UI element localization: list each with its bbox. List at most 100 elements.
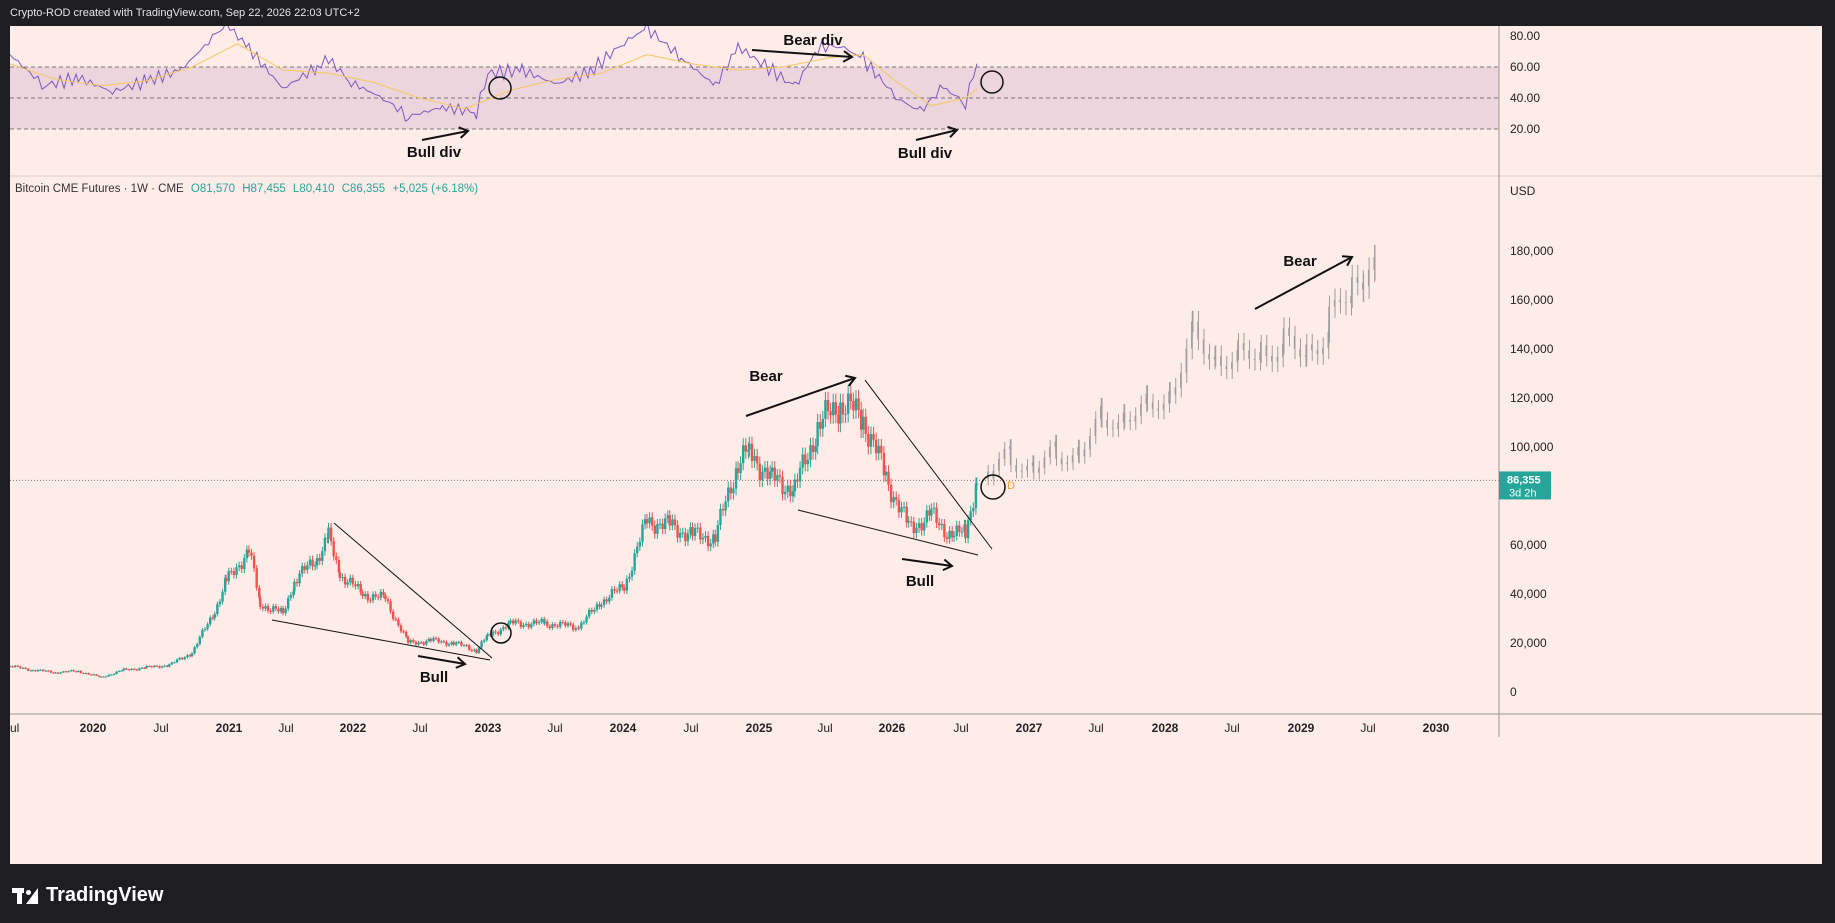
candle (203, 628, 207, 630)
candle (724, 501, 727, 511)
candle (422, 642, 425, 645)
candle (127, 669, 131, 671)
candle (559, 621, 562, 627)
brand-name: TradingView (46, 884, 164, 906)
price-axis[interactable]: 180,000 160,000 140,000 120,000 100,000 60,00… (1510, 244, 1554, 699)
candle (786, 485, 789, 492)
rsi-axis[interactable]: 80.00 60.00 40.00 20.00 (1510, 29, 1540, 136)
price-annotation-label: Bear (1283, 253, 1317, 270)
candle (190, 653, 194, 657)
projection-bar (1339, 299, 1341, 303)
annotation-arrow (417, 655, 466, 665)
projection-bar (1020, 470, 1023, 472)
candle (763, 467, 767, 472)
candle (105, 676, 108, 678)
candle (829, 411, 832, 416)
candle (406, 636, 410, 643)
rsi-circle-2023 (488, 76, 512, 100)
candle (29, 670, 32, 672)
candle (721, 508, 725, 511)
candle (440, 641, 443, 643)
projection-bar (1060, 458, 1063, 465)
candle (147, 666, 151, 668)
candle (150, 666, 153, 668)
candle (826, 399, 830, 412)
candle (356, 583, 360, 587)
candle (783, 491, 787, 495)
rsi-tick-label: 40.00 (1510, 91, 1540, 105)
candle (72, 670, 75, 672)
candle (168, 664, 171, 667)
candle (354, 584, 357, 587)
candle (213, 614, 216, 619)
price-tick-label: 140,000 (1510, 342, 1554, 356)
candle (62, 671, 65, 673)
dividend-flag: D (1007, 480, 1015, 492)
candle (442, 641, 446, 643)
candle (323, 537, 327, 552)
candle (183, 657, 187, 660)
candle (298, 573, 301, 584)
candle (952, 535, 956, 538)
candle (491, 631, 495, 636)
candle (261, 606, 265, 609)
candle (969, 511, 972, 521)
candle (450, 642, 453, 645)
price-tick-label: 160,000 (1510, 293, 1554, 307)
rsi-pane (10, 26, 1499, 130)
tradingview-brand[interactable]: TradingView (12, 884, 163, 907)
projection-bar (1367, 269, 1370, 287)
candle (582, 622, 586, 624)
candle (791, 491, 795, 497)
projection-bar (1066, 462, 1068, 465)
candle (514, 620, 517, 624)
time-tick-label: 2029 (1288, 721, 1315, 735)
candle (306, 565, 309, 570)
candle (678, 533, 682, 538)
candle (39, 669, 42, 671)
candle (928, 510, 931, 516)
candle (230, 571, 233, 573)
candle (585, 616, 588, 623)
candle (429, 638, 433, 641)
candle (255, 568, 258, 588)
time-tick-label: 2028 (1152, 721, 1179, 735)
candle (509, 620, 512, 623)
chart-frame[interactable]: D Bear div Bull div Bull div Bear Bull Bull Be… (10, 26, 1822, 864)
rsi-annotation-label: Bull div (898, 145, 953, 162)
rsi-ma-line (10, 43, 978, 110)
candle (535, 620, 538, 624)
price-tick-label: 60,000 (1510, 538, 1547, 552)
candle (839, 402, 842, 424)
rsi-annotation-label: Bear div (783, 32, 843, 49)
candle (477, 647, 481, 653)
legend-symbol: Bitcoin CME Futures · 1W · CME (15, 183, 184, 195)
candle (145, 666, 148, 669)
candle (602, 599, 606, 606)
candle (600, 605, 603, 607)
candle (138, 668, 141, 671)
candle (511, 620, 515, 624)
candle (673, 519, 677, 526)
projection-bar (1259, 352, 1261, 361)
projection-bar (1026, 465, 1028, 471)
candle (798, 467, 802, 482)
candle (729, 487, 733, 494)
candle (64, 671, 68, 673)
price-tick-label: 180,000 (1510, 244, 1554, 258)
candle (608, 597, 611, 602)
candle (460, 641, 463, 646)
candle (409, 640, 412, 643)
candle (382, 591, 385, 596)
candle (811, 445, 815, 453)
projection-bar (1106, 419, 1108, 428)
candle (125, 668, 128, 670)
price-tick-label: 100,000 (1510, 440, 1554, 454)
candle (517, 620, 520, 622)
candle (527, 623, 530, 628)
attribution-bar: Crypto-ROD created with TradingView.com,… (0, 0, 1835, 26)
time-axis[interactable]: ul 2020 Jul 2021 Jul 2022 Jul 2023 Jul 2024 Jul 202… (10, 721, 1450, 735)
candle (54, 672, 57, 674)
